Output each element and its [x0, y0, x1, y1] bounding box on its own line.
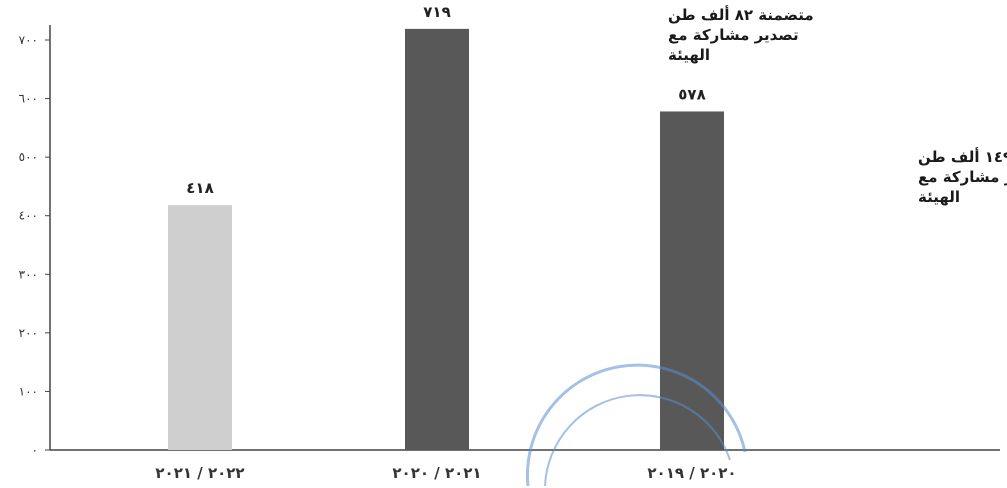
y-tick-label: ٧٠٠ — [19, 33, 38, 47]
bar-value-label: ٤١٨ — [186, 179, 213, 197]
y-tick-label: ٤٠٠ — [19, 209, 38, 223]
y-tick-label: ٦٠٠ — [19, 92, 38, 106]
bar — [405, 28, 469, 450]
x-tick-label: ٢٠٢٠ / ٢٠١٩ — [647, 464, 736, 482]
annotation-line: الهيئة — [668, 46, 710, 64]
value-labels: ٤١٨ ٧١٩ ٥٧٨ — [186, 3, 705, 197]
y-tick-label: ١٠٠ — [19, 384, 38, 398]
bars — [168, 28, 724, 450]
bar — [168, 205, 232, 450]
y-tick-label: ٥٠٠ — [19, 150, 38, 164]
x-tick-label: ٢٠٢٢ / ٢٠٢١ — [155, 464, 244, 482]
annotation-line: متضمنة ٨٢ ألف طن — [668, 5, 814, 24]
y-tick-label: ٠ — [32, 443, 38, 457]
stamp-watermark — [525, 363, 747, 487]
annotation-line: تصدير مشاركة مع — [668, 26, 799, 44]
x-tick-label: ٢٠٢١ / ٢٠٢٠ — [392, 464, 481, 482]
annotations: متضمنة ٨٢ ألف طن تصدير مشاركة مع الهيئة متض… — [668, 5, 1007, 206]
y-axis: ٠ ١٠٠ ٢٠٠ ٣٠٠ ٤٠٠ ٥٠٠ ٦٠٠ ٧٠٠ — [19, 25, 1000, 457]
bar-value-label: ٥٧٨ — [678, 85, 705, 103]
annotation-line: متضمنة ١٤٩ ألف طن — [918, 147, 1007, 166]
annotation-line: الهيئة — [918, 188, 960, 206]
y-tick-label: ٣٠٠ — [19, 267, 38, 281]
annotation-line: تصدير مشاركة مع — [918, 168, 1007, 186]
y-tick-label: ٢٠٠ — [19, 326, 38, 340]
x-axis-labels: ٢٠٢٢ / ٢٠٢١ ٢٠٢١ / ٢٠٢٠ ٢٠٢٠ / ٢٠١٩ — [155, 464, 736, 482]
bar-value-label: ٧١٩ — [423, 3, 450, 21]
